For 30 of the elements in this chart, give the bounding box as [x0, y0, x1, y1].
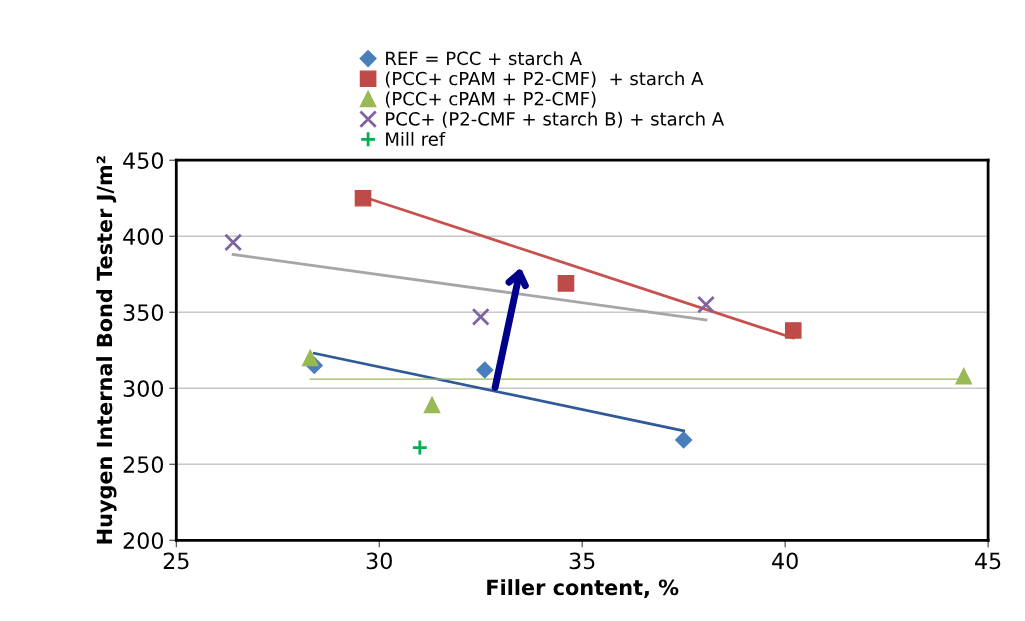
point: [476, 361, 494, 379]
point: [696, 295, 716, 314]
point: [784, 322, 802, 339]
x-tick-label: 45: [975, 552, 1001, 570]
legend-label: REF = PCC + starch A: [386, 51, 582, 66]
point: [557, 275, 575, 292]
point: [301, 349, 319, 367]
point: [471, 307, 490, 326]
y-tick-label: 250: [123, 456, 164, 474]
point: [354, 189, 372, 207]
x-tick-label: 40: [772, 552, 798, 570]
legend-label: (PCC+ cPAM + P2-CMF) + starch A: [385, 71, 704, 88]
point: [423, 396, 441, 414]
y-tick-label: 200: [123, 532, 164, 550]
x-tick-label: 35: [569, 552, 595, 570]
legend-label: (PCC+ cPAM + P2-CMF): [385, 91, 596, 108]
point: [955, 367, 973, 385]
point: [675, 431, 693, 449]
y-tick-label: 300: [123, 380, 164, 398]
y-tick-label: 450: [123, 152, 164, 169]
y-tick-label: 350: [123, 304, 164, 321]
y-axis-title: Huygen Internal Bond Tester J/m²: [96, 156, 117, 544]
x-axis-title: Filler content, %: [487, 579, 679, 598]
point: [411, 439, 429, 456]
y-tick-label: 400: [123, 228, 164, 245]
legend-label: PCC+ (P2-CMF + starch B) + starch A: [386, 111, 725, 128]
legend-label: Mill ref: [386, 131, 446, 146]
x-tick-label: 25: [163, 552, 189, 570]
point: [224, 233, 243, 252]
x-tick-label: 30: [366, 552, 392, 570]
